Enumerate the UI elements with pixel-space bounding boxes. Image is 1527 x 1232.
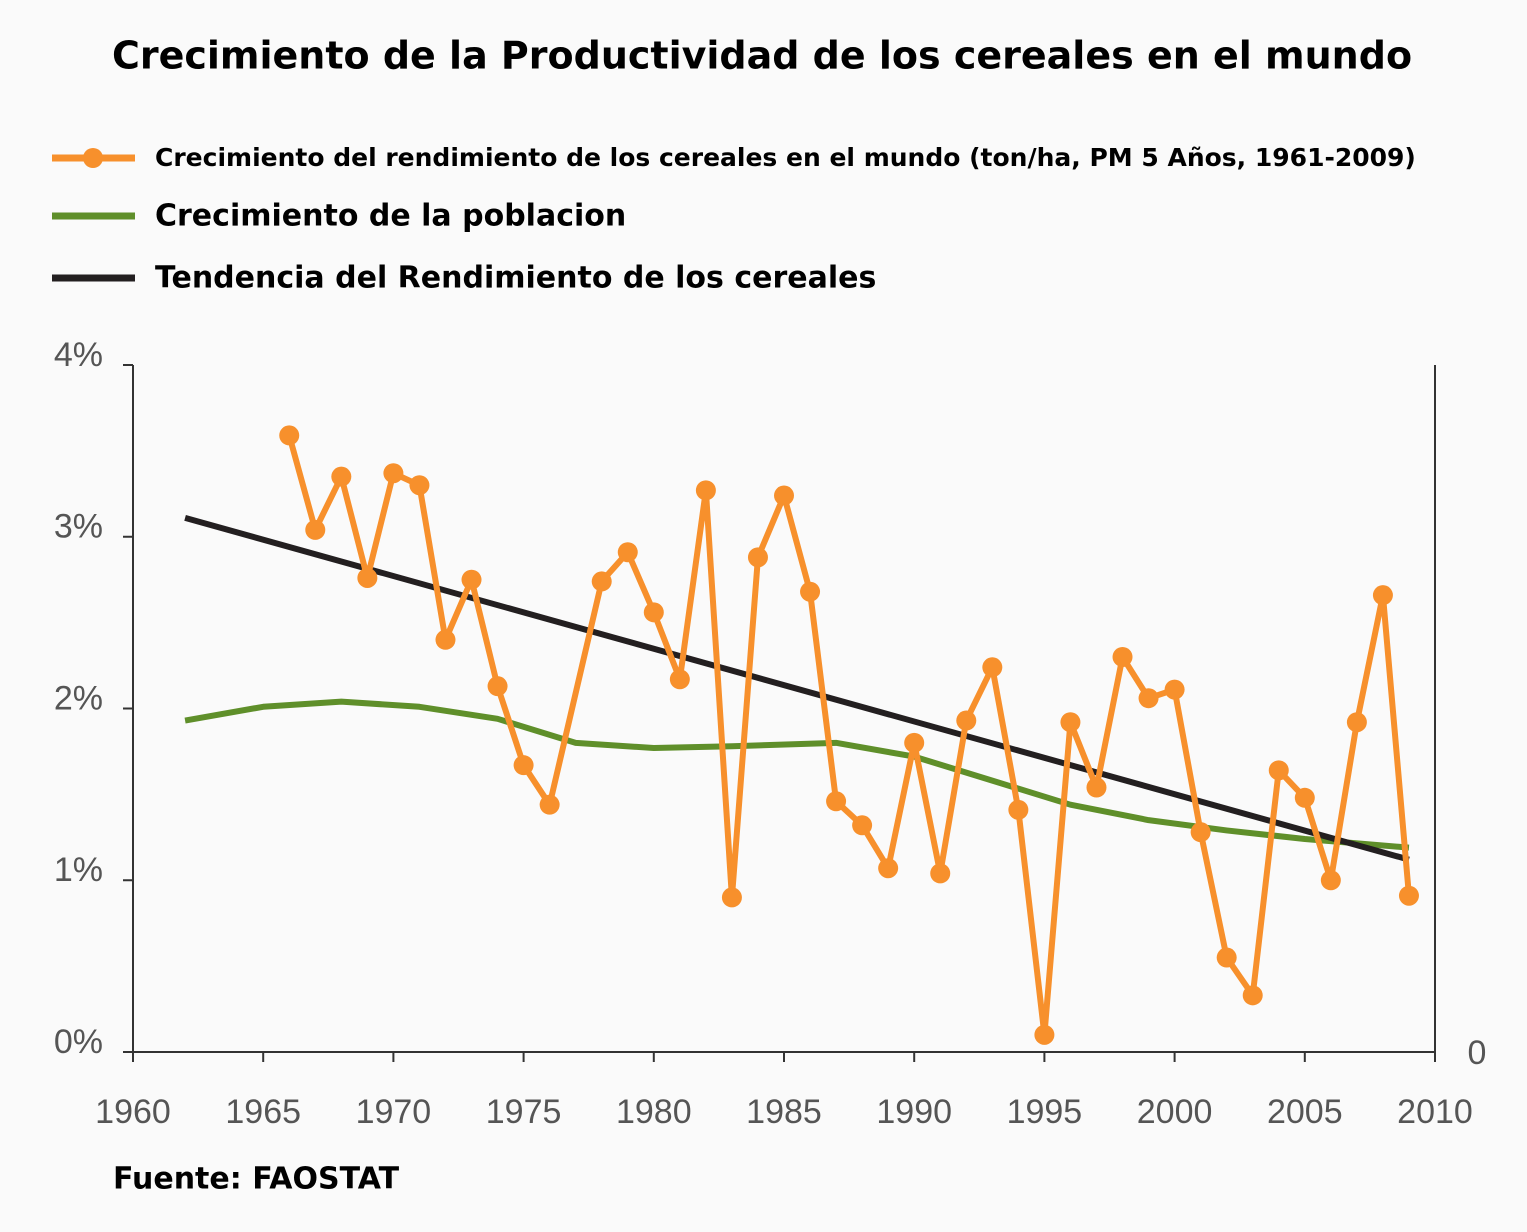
point: [409, 475, 430, 496]
series-line: [184, 698, 1410, 851]
point: [774, 485, 794, 506]
point: [982, 657, 1003, 678]
x-tick-label: 1965: [225, 1093, 301, 1131]
x-tick-label: 1975: [486, 1093, 562, 1131]
point: [305, 519, 326, 540]
x-tick-label: 1980: [616, 1093, 692, 1131]
x-tick-label: 2000: [1137, 1093, 1213, 1131]
point: [1294, 787, 1315, 808]
point: [617, 542, 638, 563]
point: [1320, 870, 1341, 891]
point: [461, 569, 482, 590]
y-tick-label: 3%: [54, 508, 103, 546]
point: [956, 710, 977, 731]
point: [1268, 760, 1289, 781]
source-note: Fuente: FAOSTAT: [113, 1162, 400, 1197]
point: [747, 547, 768, 568]
point: [1138, 688, 1159, 709]
point: [1112, 646, 1133, 667]
y2-tick-label: 0: [1468, 1034, 1487, 1072]
point: [1060, 712, 1081, 733]
x-tick-label: 1960: [95, 1093, 171, 1131]
legend-marker: [83, 148, 103, 168]
point: [695, 480, 716, 501]
point: [1242, 985, 1263, 1006]
x-tick-label: 2005: [1267, 1093, 1343, 1131]
point: [721, 887, 742, 908]
point: [1216, 947, 1237, 968]
point: [1164, 679, 1185, 700]
point: [800, 581, 821, 602]
y-tick-label: 2%: [54, 679, 103, 717]
x-tick-label: 1990: [876, 1093, 952, 1131]
x-tick-label: 2010: [1397, 1093, 1473, 1131]
x-tick-label: 1985: [746, 1093, 822, 1131]
x-tick-label: 1995: [1007, 1093, 1083, 1131]
point: [669, 669, 690, 690]
point: [279, 425, 300, 446]
point: [904, 732, 925, 753]
legend-label: Tendencia del Rendimiento de los cereale…: [155, 261, 876, 296]
point: [357, 567, 378, 588]
series-line: [184, 514, 1410, 863]
point: [1008, 799, 1029, 820]
point: [1190, 822, 1211, 843]
point: [435, 629, 456, 650]
legend-label: Crecimiento del rendimiento de los cerea…: [155, 143, 1416, 172]
point: [852, 815, 873, 836]
legend-label: Crecimiento de la poblacion: [155, 199, 626, 234]
point: [1372, 585, 1393, 606]
point: [383, 463, 404, 484]
point: [513, 755, 534, 776]
point: [591, 571, 612, 592]
point: [539, 794, 560, 815]
point: [1034, 1024, 1055, 1045]
point: [487, 676, 508, 697]
chart-title: Crecimiento de la Productividad de los c…: [112, 34, 1412, 78]
point: [1398, 885, 1419, 906]
point: [643, 602, 664, 623]
y-tick-label: 0%: [54, 1023, 103, 1061]
point: [1086, 777, 1107, 798]
point: [331, 466, 352, 487]
point: [1346, 712, 1367, 733]
point: [878, 858, 899, 879]
point: [930, 863, 951, 884]
point: [826, 791, 847, 812]
y-tick-label: 4%: [54, 336, 103, 374]
y-tick-label: 1%: [54, 851, 103, 889]
x-tick-label: 1970: [356, 1093, 432, 1131]
